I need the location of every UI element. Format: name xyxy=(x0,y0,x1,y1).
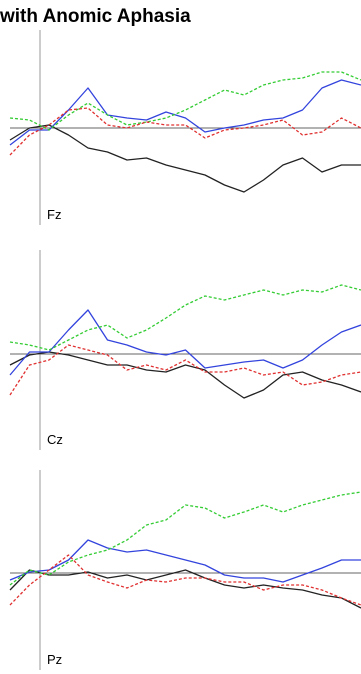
waveform xyxy=(9,124,361,193)
waveform xyxy=(9,344,361,396)
waveform xyxy=(9,71,361,131)
waveform xyxy=(9,309,361,376)
channel-label: Cz xyxy=(47,432,63,447)
waveform xyxy=(9,569,361,609)
waveform xyxy=(9,491,361,586)
waveform xyxy=(9,79,361,146)
waveform xyxy=(9,284,361,351)
figure-title: with Anomic Aphasia xyxy=(0,6,191,27)
waveform xyxy=(9,539,361,583)
channel-label: Pz xyxy=(47,652,62,667)
channel-label: Fz xyxy=(47,207,61,222)
waveform xyxy=(9,554,361,606)
waveform xyxy=(9,351,361,399)
waveform xyxy=(9,107,361,156)
